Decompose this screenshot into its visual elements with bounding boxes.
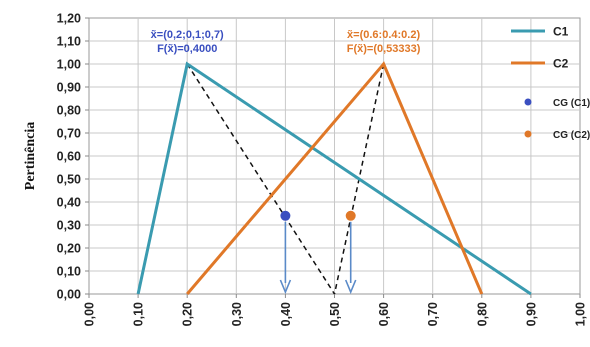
y-tick-label: 0,90 <box>57 81 81 95</box>
x-tick-label: 0,90 <box>524 302 538 326</box>
markers <box>280 210 356 221</box>
series-line-c1 <box>136 61 532 296</box>
legend-label: C1 <box>553 25 569 39</box>
y-tick-label: 0,10 <box>57 265 81 279</box>
legend-marker <box>524 98 532 106</box>
y-tick-label: 0,00 <box>57 288 81 302</box>
cg-marker <box>280 210 291 221</box>
annotation-text: x̃=(0.6:0.4:0.2) <box>347 29 420 41</box>
y-tick-label: 0,20 <box>57 242 81 256</box>
legend: C1 C2 CG (C1) CG (C2) <box>511 25 590 141</box>
arrows <box>279 221 357 295</box>
x-tick-label: 0,10 <box>132 302 146 326</box>
y-tick-label: 0,40 <box>57 196 81 210</box>
annotation-text: F(x̃)=0,4000 <box>157 43 217 55</box>
legend-label: C2 <box>553 57 569 71</box>
y-axis-label: Pertinência <box>23 122 38 190</box>
x-tick-label: 0,70 <box>426 302 440 326</box>
x-tick-label: 0,30 <box>230 302 244 326</box>
x-tick-label: 0,80 <box>475 302 489 326</box>
y-tick-label: 1,00 <box>57 58 81 72</box>
y-axis-ticks: 0,00 0,10 0,20 0,30 0,40 0,50 0,60 0,70 0,80 0,90… <box>57 12 89 302</box>
x-tick-label: 0,00 <box>83 302 97 326</box>
grid <box>89 18 580 294</box>
legend-label: CG (C1) <box>553 98 590 109</box>
y-tick-label: 1,20 <box>57 12 81 26</box>
series-line-c2 <box>186 61 484 295</box>
x-tick-label: 0,20 <box>181 302 195 326</box>
x-axis-ticks: 0,00 0,10 0,20 0,30 0,40 0,50 0,60 0,70 0,80 0,90… <box>83 294 588 326</box>
x-tick-label: 0,60 <box>377 302 391 326</box>
annotations: x̃=(0,2;0,1;0,7) F(x̃)=0,4000 x̃=(0.6:0.4:… <box>151 29 421 55</box>
cg-marker <box>345 210 356 221</box>
arrow-head <box>279 279 292 295</box>
y-tick-label: 0,80 <box>57 104 81 118</box>
y-tick-label: 0,60 <box>57 150 81 164</box>
x-tick-label: 0,40 <box>279 302 293 326</box>
legend-label: CG (C2) <box>553 130 590 141</box>
y-tick-label: 0,70 <box>57 127 81 141</box>
series <box>136 61 532 296</box>
annotation-text: x̃=(0,2;0,1;0,7) <box>151 29 224 41</box>
legend-marker <box>524 130 532 138</box>
y-tick-label: 0,30 <box>57 219 81 233</box>
annotation-text: F(x̃)=(0,53333) <box>347 43 421 55</box>
dashed-line <box>186 63 336 295</box>
y-tick-label: 0,50 <box>57 173 81 187</box>
x-tick-label: 1,00 <box>574 302 588 326</box>
y-tick-label: 1,10 <box>57 35 81 49</box>
x-tick-label: 0,50 <box>328 302 342 326</box>
arrow-head <box>344 279 357 295</box>
